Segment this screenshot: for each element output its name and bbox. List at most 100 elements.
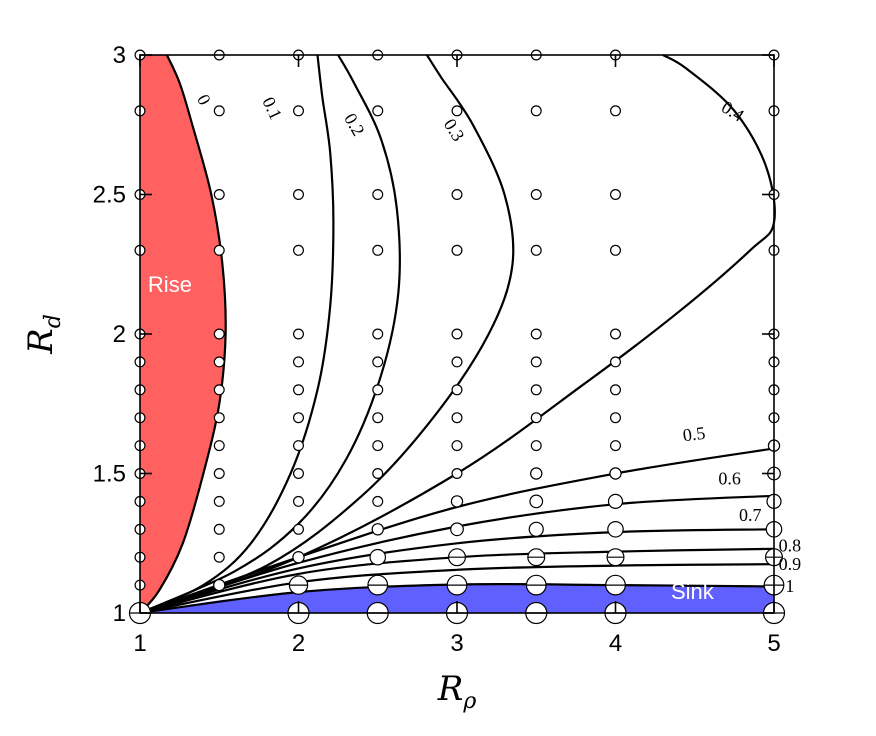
- data-point: [609, 467, 622, 480]
- data-point: [450, 522, 464, 537]
- data-point: [367, 574, 389, 596]
- data-point: [530, 384, 542, 396]
- x-tick-label: 5: [767, 630, 780, 657]
- data-point: [451, 412, 463, 424]
- contour-line: [139, 54, 335, 615]
- x-tick-label: 1: [133, 630, 146, 657]
- data-point: [530, 356, 542, 368]
- data-point: [213, 495, 225, 507]
- data-point: [609, 105, 621, 117]
- y-tick-label: 1.5: [93, 461, 126, 488]
- data-point: [213, 105, 225, 117]
- data-point: [607, 493, 624, 509]
- data-point: [213, 328, 225, 340]
- data-point: [527, 548, 546, 567]
- data-point: [530, 412, 542, 424]
- y-axis-title-main: R: [21, 328, 61, 355]
- contour-line: [139, 54, 227, 614]
- data-point: [372, 105, 384, 117]
- data-point: [369, 548, 387, 566]
- contour-line: [139, 54, 515, 615]
- region-label-sink: Sink: [671, 579, 715, 604]
- data-point: [293, 440, 305, 452]
- data-point: [292, 551, 305, 564]
- data-point: [213, 551, 225, 563]
- y-tick-label: 3: [113, 42, 126, 69]
- contour-label: 0.7: [739, 505, 762, 525]
- data-point: [609, 244, 621, 256]
- data-point: [213, 412, 225, 424]
- data-point: [293, 384, 305, 396]
- data-point: [528, 521, 544, 537]
- data-point: [213, 578, 226, 592]
- data-point: [372, 328, 384, 340]
- x-tick-label: 3: [450, 630, 463, 657]
- data-point: [609, 189, 621, 201]
- y-axis-ticks: 1 1.5 2 2.5 3: [93, 42, 774, 627]
- data-point: [293, 105, 305, 117]
- data-point: [450, 495, 464, 508]
- data-point: [372, 412, 384, 424]
- data-point: [609, 440, 621, 452]
- data-point: [446, 574, 468, 596]
- contour-label: 0.5: [682, 423, 707, 446]
- data-point: [293, 328, 305, 340]
- contour-label: 0: [193, 91, 215, 108]
- contour-label: 0.1: [258, 94, 286, 123]
- contour-label: 1: [785, 576, 794, 596]
- data-point: [293, 468, 305, 480]
- data-point: [372, 468, 384, 480]
- data-point: [609, 356, 621, 368]
- data-point: [605, 574, 626, 596]
- data-point: [213, 244, 225, 256]
- data-point: [530, 244, 542, 256]
- x-axis-ticks: 1 2 3 4 5: [133, 55, 781, 657]
- data-point: [609, 412, 621, 424]
- data-point: [451, 244, 463, 256]
- region-labels: Rise Sink: [148, 272, 715, 604]
- data-point: [213, 356, 225, 368]
- contour-line: [139, 528, 775, 615]
- data-point: [606, 548, 625, 567]
- data-point: [213, 189, 225, 201]
- contour-label: 0.6: [718, 469, 741, 489]
- data-point: [372, 384, 384, 396]
- data-point: [609, 384, 621, 396]
- y-axis-title-sub: d: [41, 314, 66, 328]
- data-point: [293, 244, 305, 256]
- data-point: [448, 548, 467, 567]
- x-tick-label: 4: [609, 630, 622, 657]
- data-point: [530, 328, 542, 340]
- contour-label: 0.3: [440, 115, 469, 145]
- data-point: [372, 244, 384, 256]
- data-point: [451, 384, 463, 396]
- x-tick-label: 2: [292, 630, 305, 657]
- data-point: [372, 356, 384, 368]
- data-point: [609, 328, 621, 340]
- data-point: [293, 523, 305, 535]
- y-tick-label: 2: [113, 321, 126, 348]
- x-axis-title-main: R: [437, 669, 464, 709]
- y-tick-label: 2.5: [93, 182, 126, 209]
- data-point: [530, 105, 542, 117]
- data-point: [293, 412, 305, 424]
- data-point: [372, 189, 384, 201]
- data-point: [213, 523, 225, 535]
- region-rise: [140, 55, 226, 613]
- y-axis-title: Rd: [21, 314, 66, 355]
- data-point: [213, 440, 225, 452]
- contour-line: [139, 54, 401, 615]
- data-point: [451, 328, 463, 340]
- data-point: [530, 440, 542, 452]
- data-point: [451, 189, 463, 201]
- contour-line: [139, 54, 776, 615]
- data-point: [293, 356, 305, 368]
- contour-line: [139, 563, 775, 615]
- data-point: [213, 468, 225, 480]
- y-tick-label: 1: [113, 600, 126, 627]
- data-point: [451, 440, 463, 452]
- contour-label: 0.8: [779, 536, 802, 556]
- data-point: [213, 384, 225, 396]
- data-point: [288, 575, 309, 595]
